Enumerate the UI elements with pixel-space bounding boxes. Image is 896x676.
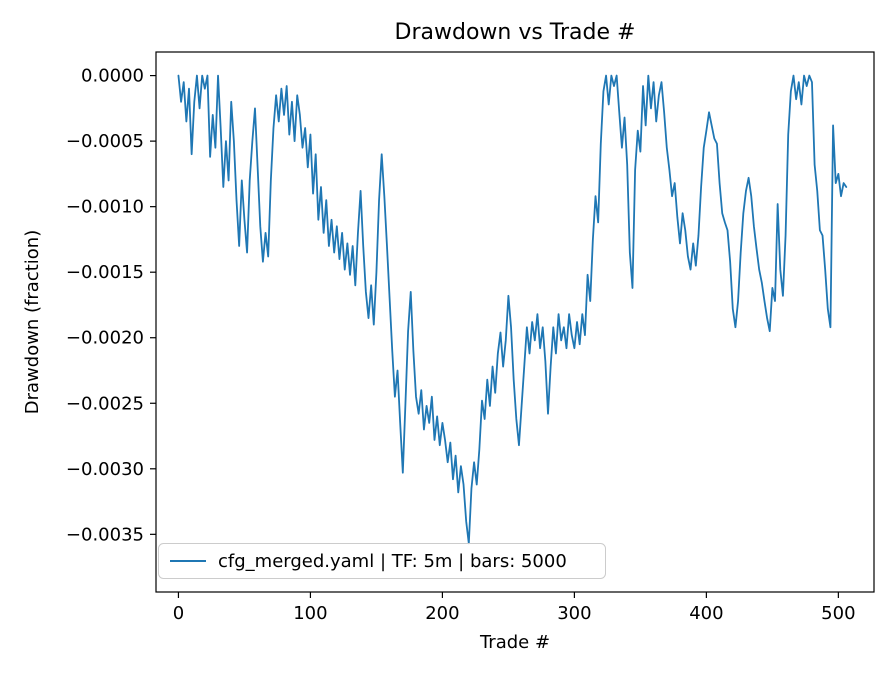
x-tick-label: 100 [293, 603, 327, 624]
x-tick-label: 300 [557, 603, 591, 624]
legend-box [158, 543, 606, 579]
x-tick-label: 500 [821, 603, 855, 624]
axis-ticks: 0 100 200 300 400 500 0.0000 −0.0005 −0.0010 −0.0… [66, 66, 856, 624]
y-tick-label: −0.0010 [66, 197, 144, 218]
legend: cfg_merged.yaml | TF: 5m | bars: 5000 [158, 543, 606, 579]
x-tick-label: 200 [425, 603, 459, 624]
y-axis-label: Drawdown (fraction) [22, 230, 43, 415]
x-axis-label: Trade # [479, 632, 550, 653]
y-tick-label: −0.0020 [66, 328, 144, 349]
chart-title: Drawdown vs Trade # [395, 20, 636, 45]
series-layer [177, 74, 848, 545]
y-tick-label: −0.0025 [66, 393, 144, 414]
legend-label: cfg_merged.yaml | TF: 5m | bars: 5000 [218, 551, 567, 572]
y-tick-label: 0.0000 [81, 66, 144, 87]
plot-frame [155, 51, 875, 593]
drawdown-line-series [177, 74, 848, 545]
y-tick-label: −0.0005 [66, 131, 144, 152]
y-tick-label: −0.0035 [66, 524, 144, 545]
x-tick-label: 400 [689, 603, 723, 624]
x-tick-label: 0 [173, 603, 184, 624]
y-tick-label: −0.0015 [66, 262, 144, 283]
y-tick-label: −0.0030 [66, 459, 144, 480]
